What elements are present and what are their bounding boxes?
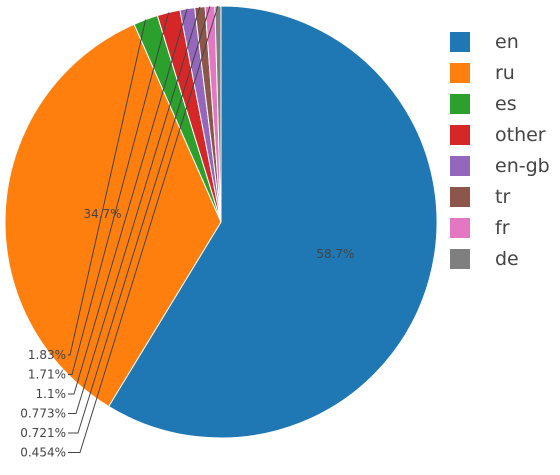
leader-line-other: [68, 12, 170, 375]
legend-label-en-gb: en-gb: [495, 155, 550, 177]
outside-labels: 1.83% 1.71% 1.1% 0.773% 0.721% 0.454%: [20, 348, 66, 460]
pie-slice-en[interactable]: [107, 5, 438, 439]
legend-label-es: es: [495, 93, 517, 115]
legend-item-de[interactable]: de: [450, 248, 519, 270]
legend-label-ru: ru: [495, 62, 515, 84]
leader-line-tr: [68, 6, 201, 414]
leader-line-es: [68, 19, 147, 356]
slice-label-de: 0.454%: [20, 446, 66, 460]
legend-item-other[interactable]: other: [450, 124, 546, 146]
legend-item-tr[interactable]: tr: [450, 186, 510, 208]
legend-swatch-other: [450, 125, 470, 145]
legend-swatch-de: [450, 249, 470, 269]
slice-label-tr: 0.773%: [20, 407, 66, 421]
leader-line-de: [68, 5, 219, 453]
leader-line-fr: [68, 6, 211, 434]
legend-label-tr: tr: [495, 186, 510, 208]
legend-item-es[interactable]: es: [450, 93, 517, 115]
slice-label-other: 1.71%: [28, 368, 66, 382]
slice-label-en-gb: 1.1%: [36, 387, 67, 401]
legend: en ru es other en-gb tr fr de: [450, 31, 550, 270]
legend-item-ru[interactable]: ru: [450, 62, 515, 84]
legend-label-en: en: [495, 31, 519, 53]
slice-label-fr: 0.721%: [20, 426, 66, 440]
legend-item-en[interactable]: en: [450, 31, 519, 53]
legend-swatch-en-gb: [450, 156, 470, 176]
slice-label-en: 58.7%: [316, 247, 354, 261]
legend-item-fr[interactable]: fr: [450, 217, 510, 239]
slice-label-es: 1.83%: [28, 348, 66, 362]
legend-label-other: other: [495, 124, 546, 146]
inside-labels: 58.7% 34.7%: [83, 207, 354, 261]
legend-label-de: de: [495, 248, 519, 270]
leader-lines: [68, 5, 219, 453]
legend-swatch-en: [450, 32, 470, 52]
pie-slice-ru[interactable]: [4, 23, 222, 408]
legend-swatch-fr: [450, 218, 470, 238]
legend-swatch-tr: [450, 187, 470, 207]
legend-swatch-es: [450, 94, 470, 114]
legend-swatch-ru: [450, 63, 470, 83]
slice-label-ru: 34.7%: [83, 207, 121, 221]
leader-line-en-gb: [68, 8, 188, 395]
pie-slices: [4, 5, 438, 439]
legend-item-en-gb[interactable]: en-gb: [450, 155, 550, 177]
legend-label-fr: fr: [495, 217, 510, 239]
